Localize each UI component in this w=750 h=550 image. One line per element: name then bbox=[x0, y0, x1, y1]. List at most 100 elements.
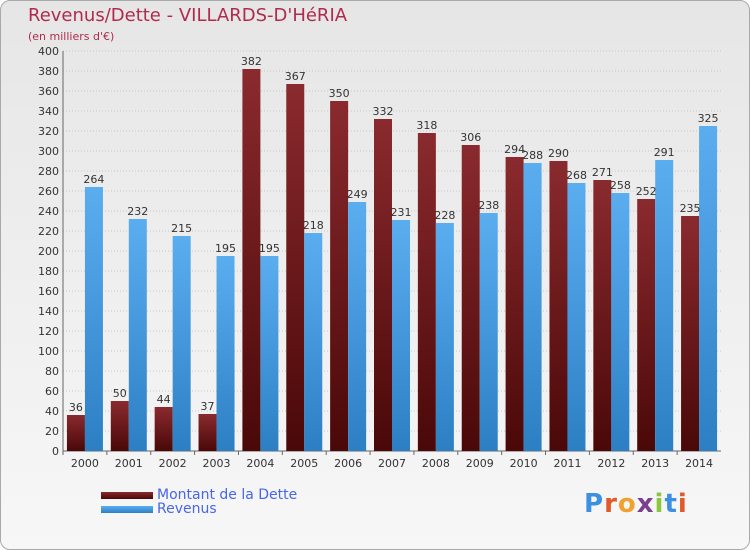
x-tick-label: 2013 bbox=[641, 457, 669, 470]
bar-debt-2005 bbox=[286, 84, 305, 451]
data-label-revenue-2010: 288 bbox=[522, 149, 543, 162]
data-label-revenue-2006: 249 bbox=[347, 188, 368, 201]
logo-letter: P bbox=[584, 489, 605, 519]
data-label-revenue-2007: 231 bbox=[391, 206, 412, 219]
data-label-debt-2006: 350 bbox=[329, 87, 350, 100]
data-label-debt-2005: 367 bbox=[285, 70, 306, 83]
data-label-debt-2002: 44 bbox=[157, 393, 171, 406]
y-tick-label: 180 bbox=[38, 265, 59, 278]
x-tick-label: 2004 bbox=[246, 457, 274, 470]
bar-debt-2001 bbox=[110, 401, 129, 451]
x-tick-label: 2005 bbox=[290, 457, 318, 470]
bar-debt-2002 bbox=[154, 407, 173, 451]
x-tick-label: 2003 bbox=[203, 457, 231, 470]
y-tick-label: 140 bbox=[38, 305, 59, 318]
data-label-debt-2003: 37 bbox=[201, 400, 215, 413]
chart-title: Revenus/Dette - VILLARDS-D'HéRIA bbox=[28, 5, 348, 26]
bar-debt-2006 bbox=[330, 101, 349, 451]
data-label-revenue-2000: 264 bbox=[83, 173, 104, 186]
y-tick-label: 400 bbox=[38, 45, 59, 58]
x-tick-label: 2012 bbox=[597, 457, 625, 470]
bar-revenue-2006 bbox=[348, 202, 367, 451]
data-label-revenue-2008: 228 bbox=[434, 209, 455, 222]
data-label-debt-2011: 290 bbox=[548, 147, 569, 160]
bar-debt-2011 bbox=[549, 161, 568, 451]
bar-debt-2014 bbox=[681, 216, 700, 451]
data-label-debt-2004: 382 bbox=[241, 55, 262, 68]
bar-debt-2012 bbox=[593, 180, 612, 451]
x-tick-label: 2009 bbox=[466, 457, 494, 470]
bar-revenue-2002 bbox=[172, 236, 191, 451]
y-tick-label: 100 bbox=[38, 345, 59, 358]
proxiti-logo: Proxiti bbox=[584, 489, 688, 519]
bar-debt-2008 bbox=[417, 133, 436, 451]
bar-debt-2007 bbox=[374, 119, 392, 451]
data-label-debt-2009: 306 bbox=[460, 131, 481, 144]
y-tick-label: 120 bbox=[38, 325, 59, 338]
legend-swatch-debt bbox=[101, 491, 153, 499]
bar-debt-2009 bbox=[461, 145, 480, 451]
legend-item-revenue: Revenus bbox=[101, 501, 297, 517]
y-tick-label: 300 bbox=[38, 145, 59, 158]
y-tick-label: 60 bbox=[45, 385, 59, 398]
chart-subtitle: (en milliers d'€) bbox=[28, 30, 115, 43]
legend: Montant de la Dette Revenus bbox=[101, 487, 298, 517]
bar-revenue-2007 bbox=[392, 220, 410, 451]
data-label-revenue-2009: 238 bbox=[478, 199, 499, 212]
legend-swatch-revenue bbox=[101, 505, 153, 513]
bar-revenue-2009 bbox=[479, 213, 498, 451]
y-tick-label: 240 bbox=[38, 205, 59, 218]
y-tick-label: 40 bbox=[45, 405, 59, 418]
x-tick-label: 2014 bbox=[685, 457, 713, 470]
data-label-revenue-2003: 195 bbox=[215, 242, 236, 255]
data-label-revenue-2004: 195 bbox=[259, 242, 280, 255]
y-tick-label: 200 bbox=[38, 245, 59, 258]
bar-revenue-2013 bbox=[655, 160, 674, 451]
y-tick-label: 260 bbox=[38, 185, 59, 198]
legend-item-debt: Montant de la Dette bbox=[101, 487, 298, 503]
data-label-debt-2012: 271 bbox=[592, 166, 613, 179]
y-tick-label: 280 bbox=[38, 165, 59, 178]
y-tick-label: 380 bbox=[38, 65, 59, 78]
data-label-debt-2000: 36 bbox=[69, 401, 83, 414]
bar-revenue-2003 bbox=[216, 256, 235, 451]
bar-debt-2004 bbox=[242, 69, 261, 451]
data-label-debt-2001: 50 bbox=[113, 387, 127, 400]
y-tick-label: 360 bbox=[38, 85, 59, 98]
data-label-debt-2007: 332 bbox=[373, 105, 394, 118]
y-tick-label: 160 bbox=[38, 285, 59, 298]
bar-revenue-2005 bbox=[304, 233, 323, 451]
data-label-debt-2010: 294 bbox=[504, 143, 525, 156]
x-tick-label: 2007 bbox=[378, 457, 406, 470]
x-tick-label: 2010 bbox=[510, 457, 538, 470]
x-tick-label: 2006 bbox=[334, 457, 362, 470]
x-tick-label: 2008 bbox=[422, 457, 450, 470]
data-label-revenue-2011: 268 bbox=[566, 169, 587, 182]
legend-label-debt: Montant de la Dette bbox=[157, 487, 298, 503]
data-label-revenue-2005: 218 bbox=[303, 219, 324, 232]
bar-debt-2000 bbox=[66, 415, 85, 451]
x-tick-label: 2011 bbox=[553, 457, 581, 470]
logo-letter: t bbox=[664, 489, 678, 519]
bar-revenue-2011 bbox=[567, 183, 586, 451]
y-tick-label: 0 bbox=[52, 445, 59, 458]
data-label-revenue-2014: 325 bbox=[698, 112, 719, 125]
logo-letter: x bbox=[636, 489, 655, 519]
data-label-revenue-2012: 258 bbox=[610, 179, 631, 192]
y-tick-label: 20 bbox=[45, 425, 59, 438]
logo-letter: r bbox=[604, 489, 618, 519]
bar-revenue-2000 bbox=[84, 187, 103, 451]
bar-debt-2013 bbox=[637, 199, 656, 451]
y-tick-label: 340 bbox=[38, 105, 59, 118]
data-label-debt-2013: 252 bbox=[636, 185, 657, 198]
logo-letter: i bbox=[654, 489, 665, 519]
logo-letter: i bbox=[677, 489, 688, 519]
y-tick-label: 220 bbox=[38, 225, 59, 238]
data-label-revenue-2002: 215 bbox=[171, 222, 192, 235]
bar-revenue-2001 bbox=[128, 219, 147, 451]
bar-revenue-2010 bbox=[523, 163, 542, 451]
y-tick-label: 80 bbox=[45, 365, 59, 378]
data-label-revenue-2001: 232 bbox=[127, 205, 148, 218]
